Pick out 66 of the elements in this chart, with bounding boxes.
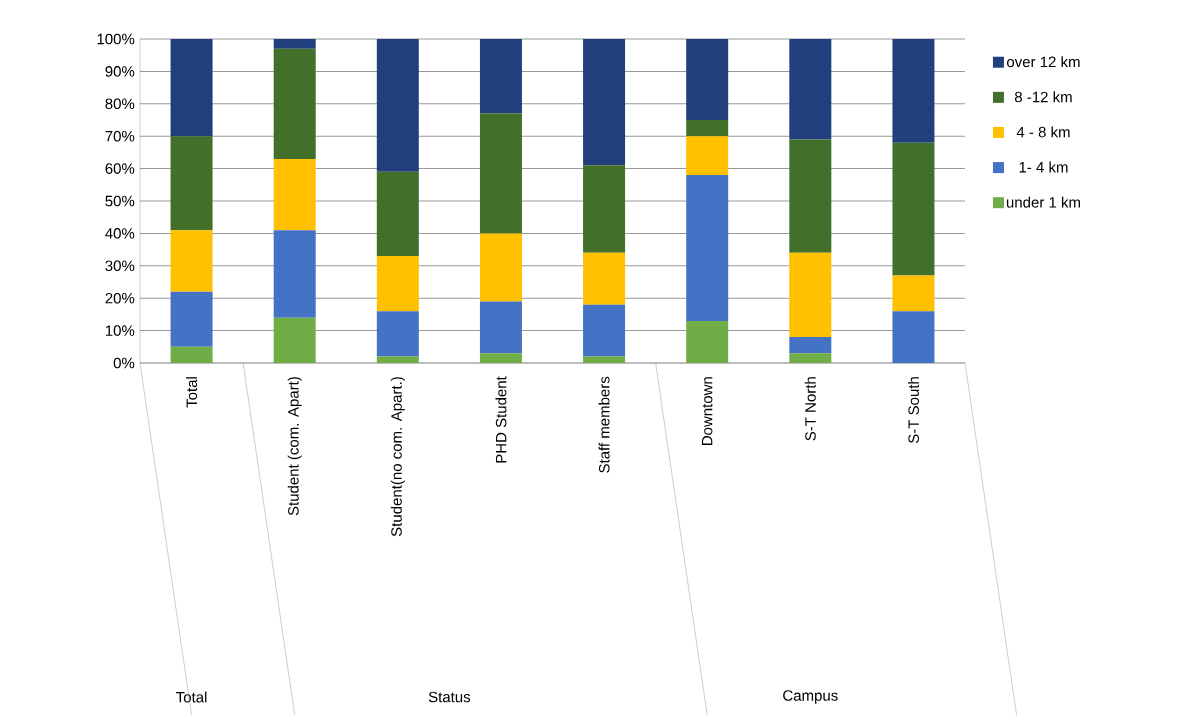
- x-tick-label: PHD Student: [495, 376, 507, 463]
- y-tick-label: 20%: [105, 292, 135, 304]
- text: Status: [428, 691, 471, 703]
- bar: [170, 230, 213, 292]
- bar: [686, 175, 729, 321]
- x-tick-label: S-T North: [804, 377, 816, 441]
- bar: [789, 139, 832, 253]
- bar: [479, 353, 522, 363]
- bar: [376, 256, 419, 312]
- bar: [273, 39, 316, 49]
- bar: [583, 356, 626, 363]
- x-tick-label: S-T South: [907, 377, 919, 444]
- bar: [892, 311, 935, 363]
- bar: [376, 39, 419, 172]
- bar: [376, 171, 419, 257]
- bar: [892, 275, 935, 312]
- y-tick-label: 40%: [105, 228, 135, 239]
- bar: [789, 252, 832, 338]
- bar: [479, 113, 522, 234]
- bar: [583, 165, 626, 253]
- y-tick-label: 90%: [105, 66, 135, 77]
- bar: [789, 353, 832, 363]
- bar: [273, 158, 316, 231]
- bar: [583, 304, 626, 357]
- bar: [376, 311, 419, 357]
- bar: [273, 317, 316, 363]
- y-tick-label: 60%: [105, 163, 135, 174]
- x-tick-label: Student (com. Apart): [287, 377, 302, 516]
- bar: [686, 120, 729, 137]
- y-tick-label: 50%: [105, 195, 135, 207]
- legend-label: 4 - 8 km: [1016, 126, 1070, 138]
- bar: [170, 136, 213, 231]
- bar: [170, 291, 213, 347]
- y-tick-label: 100%: [97, 33, 135, 45]
- bar: [479, 301, 522, 354]
- bar: [892, 142, 935, 276]
- bar: [479, 233, 522, 302]
- bar: [686, 136, 729, 176]
- legend-label: over 12 km: [1007, 56, 1080, 68]
- x-tick-label: Student(no com. Apart.): [390, 377, 405, 537]
- bar: [273, 48, 316, 159]
- y-tick-label: 0%: [113, 357, 135, 369]
- bar: [170, 346, 213, 363]
- bar: [273, 230, 316, 318]
- legend-label: 1- 4 km: [1019, 161, 1068, 173]
- bar: [583, 252, 626, 305]
- y-tick-label: 80%: [105, 98, 135, 110]
- y-tick-label: 10%: [105, 325, 135, 336]
- x-tick-label: Total: [186, 377, 198, 408]
- bar: [686, 320, 729, 363]
- x-tick-label: Downtown: [701, 377, 713, 446]
- y-tick-label: 30%: [105, 260, 135, 272]
- x-tick-label: Staff members: [598, 376, 610, 473]
- text: Campus: [783, 690, 838, 704]
- bar: [789, 337, 832, 354]
- bar: [583, 39, 626, 166]
- text: Total: [176, 691, 207, 703]
- bar: [686, 39, 729, 120]
- bar: [376, 356, 419, 363]
- bar: [170, 39, 213, 137]
- bar: [479, 39, 522, 114]
- y-tick-label: 70%: [105, 130, 135, 142]
- bar: [892, 39, 935, 143]
- legend-label: 8 -12 km: [1014, 91, 1072, 103]
- bar: [789, 39, 832, 140]
- legend-label: under 1 km: [1006, 196, 1080, 208]
